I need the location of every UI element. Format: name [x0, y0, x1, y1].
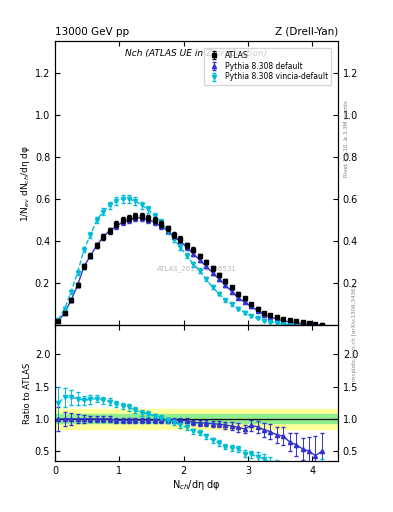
Text: ATLAS_2019_I1736531: ATLAS_2019_I1736531	[156, 265, 237, 272]
Legend: ATLAS, Pythia 8.308 default, Pythia 8.308 vincia-default: ATLAS, Pythia 8.308 default, Pythia 8.30…	[204, 48, 331, 84]
Text: mcplots.cern.ch [arXiv:1306.3436]: mcplots.cern.ch [arXiv:1306.3436]	[352, 285, 357, 380]
Bar	[55, 414, 338, 423]
X-axis label: N$_{ch}$/dη dφ: N$_{ch}$/dη dφ	[172, 478, 221, 493]
Y-axis label: Ratio to ATLAS: Ratio to ATLAS	[23, 362, 32, 424]
Bar	[55, 409, 338, 429]
Text: Z (Drell-Yan): Z (Drell-Yan)	[275, 27, 338, 37]
Text: Rivet 3.1.10, ≥ 3.3M events: Rivet 3.1.10, ≥ 3.3M events	[344, 100, 349, 177]
Text: 13000 GeV pp: 13000 GeV pp	[55, 27, 129, 37]
Text: Nch (ATLAS UE in Z production): Nch (ATLAS UE in Z production)	[125, 50, 268, 58]
Y-axis label: 1/N$_{ev}$ dN$_{ch}$/dη dφ: 1/N$_{ev}$ dN$_{ch}$/dη dφ	[19, 145, 32, 222]
